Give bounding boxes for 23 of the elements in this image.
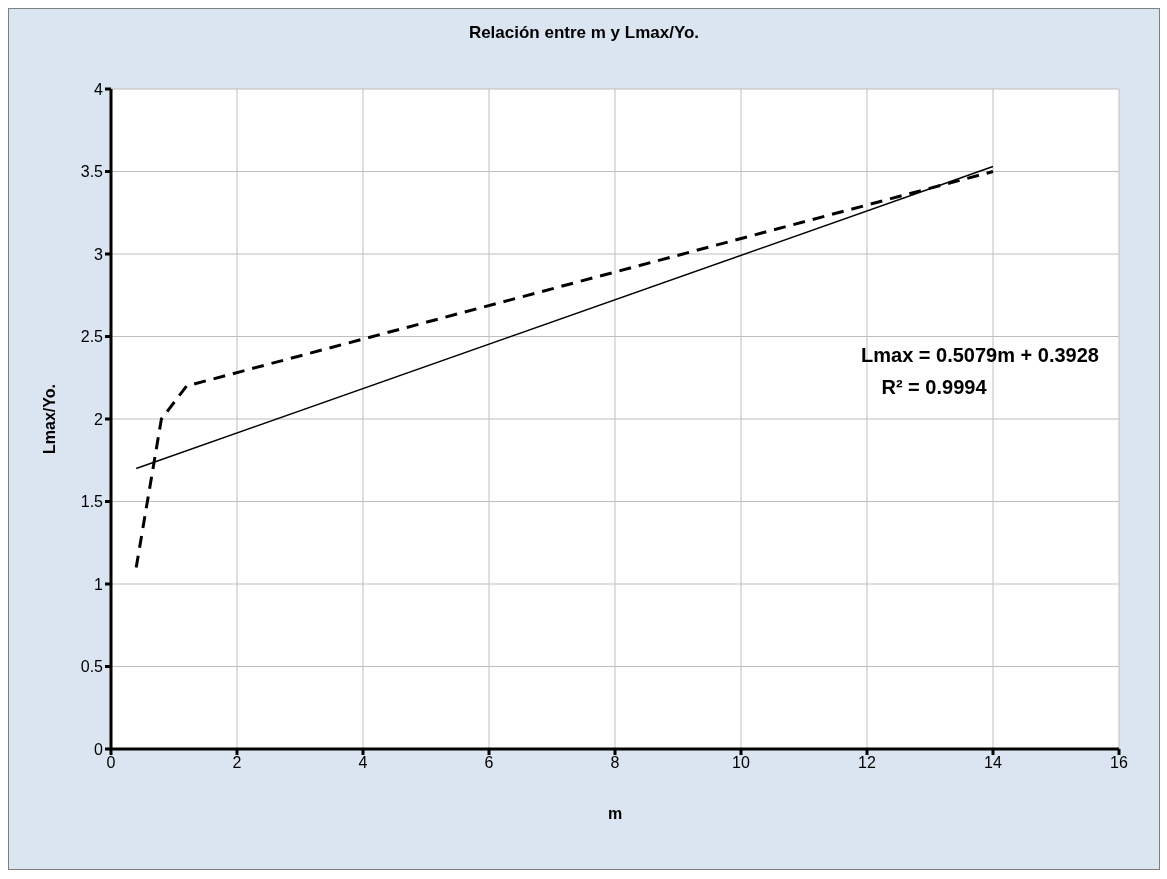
y-tick-label: 4 — [94, 80, 104, 98]
y-tick-label: 2.5 — [80, 328, 104, 346]
annotation: R² = 0.9994 — [880, 375, 988, 400]
x-tick-label: 2 — [232, 754, 242, 772]
x-tick-label: 4 — [358, 754, 368, 772]
y-tick-label: 1.5 — [80, 493, 104, 511]
x-tick-label: 16 — [1110, 754, 1128, 772]
x-axis-title: m — [607, 805, 623, 822]
x-tick-label: 12 — [858, 754, 876, 772]
y-tick-label: 1 — [94, 575, 104, 593]
y-tick-label: 3.5 — [80, 163, 104, 181]
y-axis-title: Lmax/Yo. — [40, 384, 58, 454]
y-tick-label: 0.5 — [80, 658, 104, 676]
x-tick-label: 10 — [732, 754, 750, 772]
chart-title: Relación entre m y Lmax/Yo. — [467, 23, 701, 43]
x-tick-label: 8 — [610, 754, 620, 772]
x-tick-label: 0 — [106, 754, 116, 772]
x-tick-label: 6 — [484, 754, 494, 772]
y-tick-label: 3 — [94, 245, 104, 263]
y-tick-label: 2 — [94, 410, 104, 428]
y-tick-label: 0 — [94, 740, 104, 758]
x-tick-label: 14 — [984, 754, 1002, 772]
annotation: Lmax = 0.5079m + 0.3928 — [860, 343, 1099, 368]
